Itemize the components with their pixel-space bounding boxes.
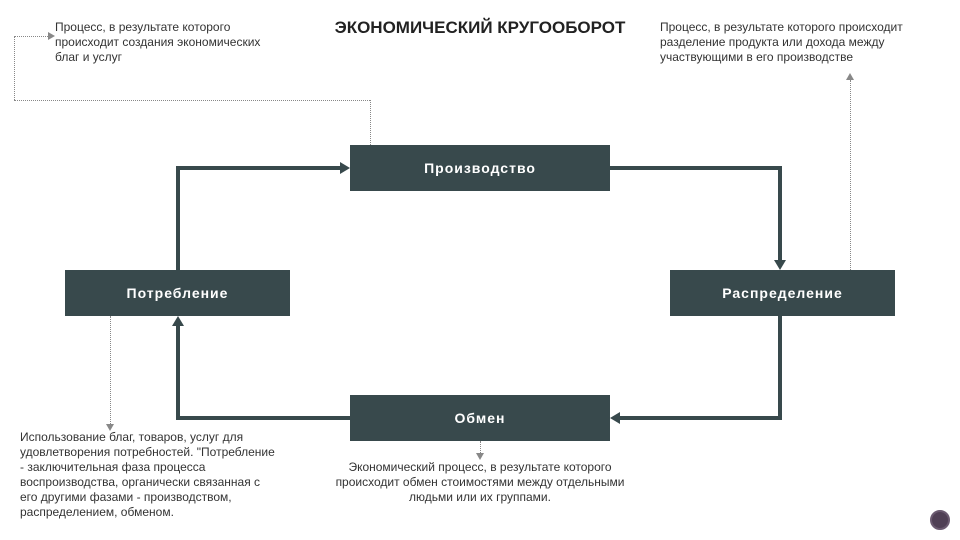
diagram-title: ЭКОНОМИЧЕСКИЙ КРУГООБОРОТ	[325, 18, 635, 38]
exchange-description: Экономический процесс, в результате кото…	[330, 460, 630, 505]
edge-prod-dist-h	[610, 166, 782, 170]
dotted-prod-head	[48, 32, 55, 40]
dotted-prod-h1	[14, 100, 370, 101]
dotted-prod-v	[370, 100, 371, 145]
dotted-cons-v	[110, 316, 111, 426]
edge-cons-prod-v	[176, 166, 180, 270]
edge-cons-prod-h	[176, 166, 340, 170]
dotted-dist-head	[846, 73, 854, 80]
edge-cons-prod-head	[340, 162, 350, 174]
dotted-dist-v	[850, 80, 851, 270]
page-badge-icon	[930, 510, 950, 530]
node-consumption: Потребление	[65, 270, 290, 316]
dotted-cons-head	[106, 424, 114, 431]
dotted-exch-head	[476, 453, 484, 460]
edge-exch-cons-head	[172, 316, 184, 326]
dotted-prod-v2	[14, 36, 15, 100]
edge-prod-dist-v	[778, 166, 782, 260]
diagram-canvas: ЭКОНОМИЧЕСКИЙ КРУГООБОРОТ Процесс, в рез…	[0, 0, 960, 540]
edge-exch-cons-h	[176, 416, 350, 420]
consumption-description: Использование благ, товаров, услуг для у…	[20, 430, 280, 520]
dotted-prod-h2	[14, 36, 48, 37]
edge-exch-cons-v	[176, 326, 180, 420]
edge-dist-exch-h	[620, 416, 782, 420]
node-exchange: Обмен	[350, 395, 610, 441]
distribution-description: Процесс, в результате которого происходи…	[660, 20, 940, 65]
node-production: Производство	[350, 145, 610, 191]
edge-dist-exch-v	[778, 316, 782, 416]
production-description: Процесс, в результате которого происходи…	[55, 20, 285, 65]
edge-prod-dist-head	[774, 260, 786, 270]
edge-dist-exch-head	[610, 412, 620, 424]
node-distribution: Распределение	[670, 270, 895, 316]
